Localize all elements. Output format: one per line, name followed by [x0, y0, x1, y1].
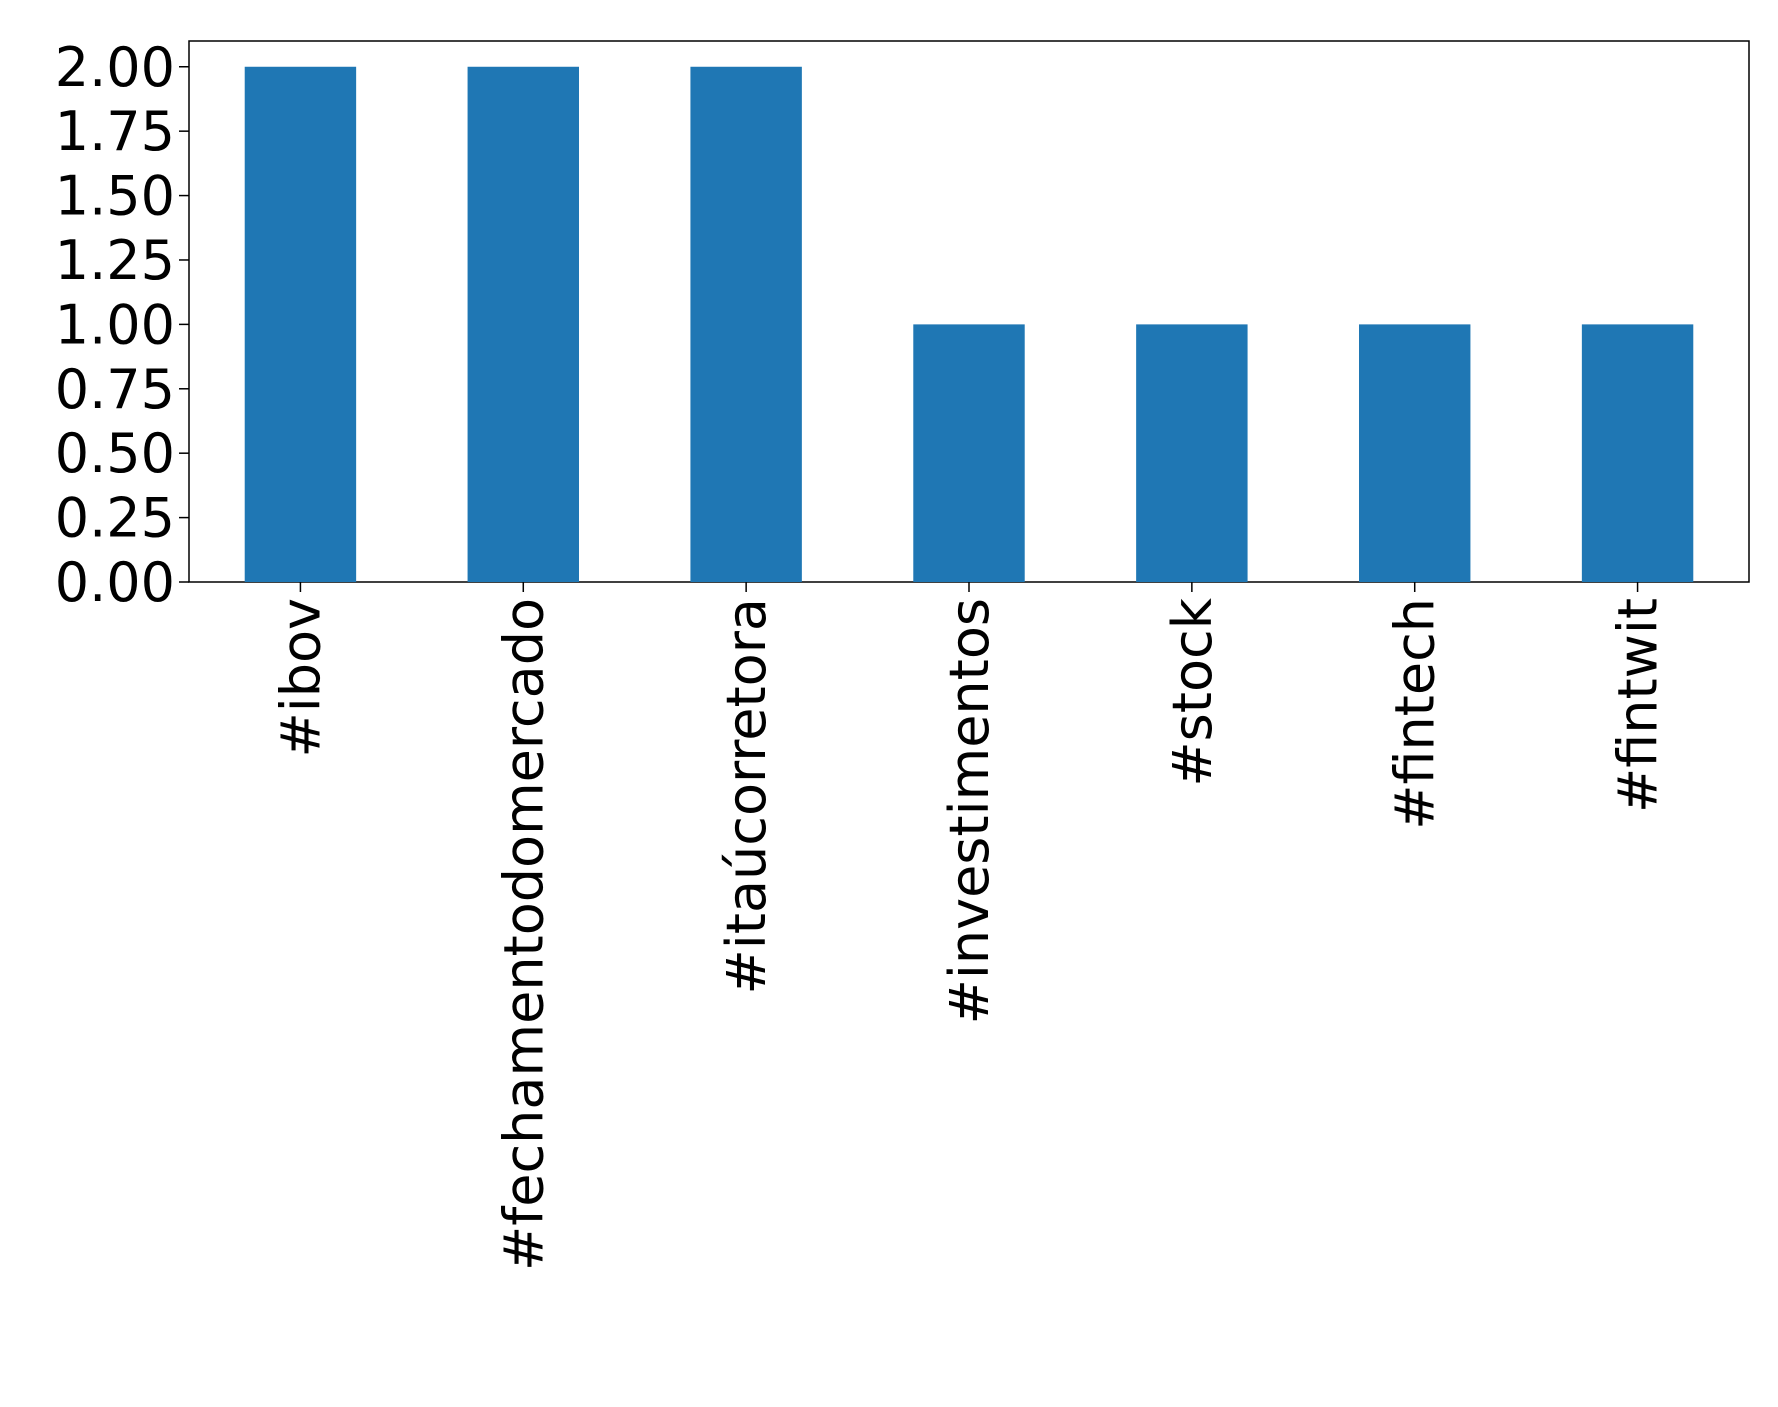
y-tick-label: 0.00 — [55, 551, 175, 614]
x-tick-label: #stock — [1161, 597, 1224, 786]
bar — [1136, 324, 1248, 582]
x-tick-label: #ibov — [269, 598, 332, 758]
x-tick-label: #fintech — [1384, 598, 1447, 830]
bar — [1359, 324, 1471, 582]
x-tick-label: #fechamentodomercado — [492, 598, 555, 1271]
y-tick-label: 0.50 — [55, 422, 175, 485]
y-tick-label: 2.00 — [55, 36, 175, 99]
x-tick-label: #itaúcorretora — [715, 598, 778, 994]
bar — [467, 66, 579, 582]
bar — [244, 66, 357, 582]
y-tick-label: 1.25 — [55, 229, 175, 292]
bar — [1581, 324, 1694, 582]
y-tick-label: 0.25 — [55, 487, 175, 550]
y-tick-label: 0.75 — [55, 358, 175, 421]
y-tick-label: 1.00 — [55, 293, 175, 356]
y-tick-label: 1.50 — [55, 165, 175, 228]
bar — [913, 324, 1025, 582]
y-tick-label: 1.75 — [55, 100, 175, 163]
x-tick-label: #investimentos — [938, 598, 1001, 1024]
bar — [690, 66, 802, 582]
x-tick-label: #fintwit — [1607, 598, 1670, 813]
